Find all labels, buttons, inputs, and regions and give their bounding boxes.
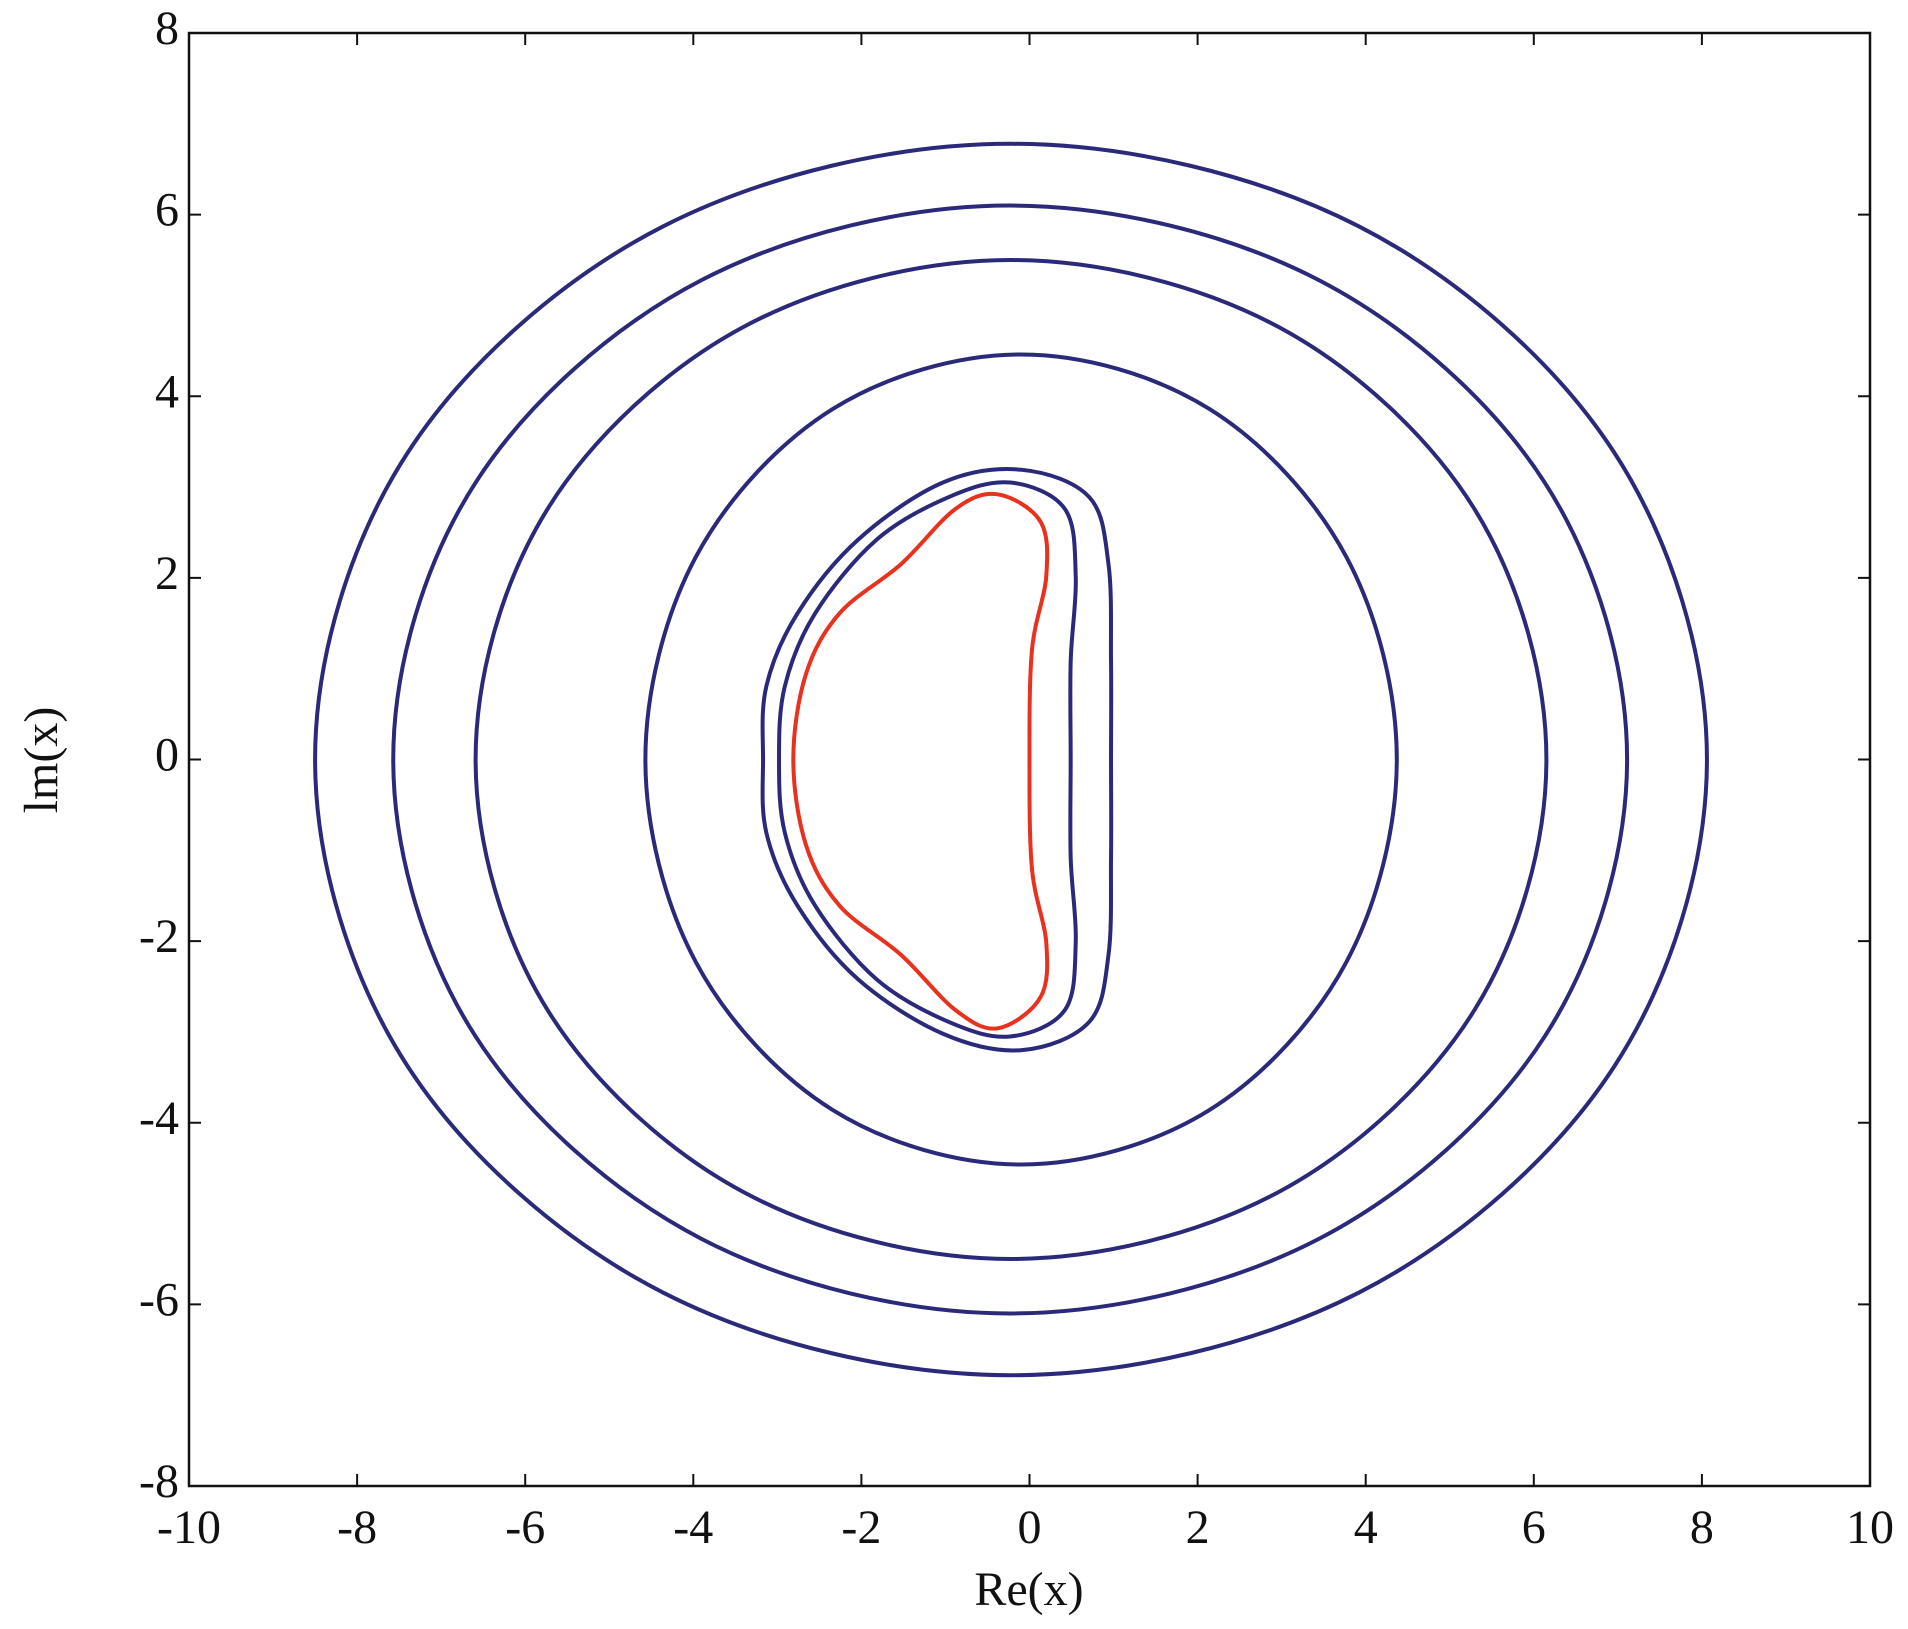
y-tick-label: 0 [155,729,179,782]
y-tick-label: 2 [155,547,179,600]
y-tick-label: -8 [139,1455,179,1508]
x-tick-label: 2 [1186,1501,1210,1554]
curve [391,203,1630,1316]
curve [473,258,1549,1261]
curve [777,480,1078,1039]
x-tick-label: 8 [1690,1501,1714,1554]
x-tick-label: 4 [1354,1501,1378,1554]
curve [791,491,1050,1031]
x-tick-label: -10 [157,1501,221,1554]
x-tick-label: 10 [1846,1501,1894,1554]
x-tick-label: -2 [841,1501,881,1554]
y-tick-label: -6 [139,1273,179,1326]
x-tick-label: -8 [337,1501,377,1554]
x-tick-label: -6 [505,1501,545,1554]
curve [760,467,1114,1053]
y-tick-label: -2 [139,910,179,963]
y-axis-label: lm(x) [15,707,68,814]
y-tick-label: 8 [155,2,179,55]
x-tick-label: -4 [673,1501,713,1554]
x-axis-label: Re(x) [974,1563,1083,1616]
x-tick-label: 0 [1018,1501,1042,1554]
y-tick-label: 4 [155,365,179,418]
curve [313,141,1709,1378]
x-tick-label: 6 [1522,1501,1546,1554]
curve [643,352,1399,1167]
y-tick-label: -4 [139,1092,179,1145]
y-tick-label: 6 [155,184,179,237]
